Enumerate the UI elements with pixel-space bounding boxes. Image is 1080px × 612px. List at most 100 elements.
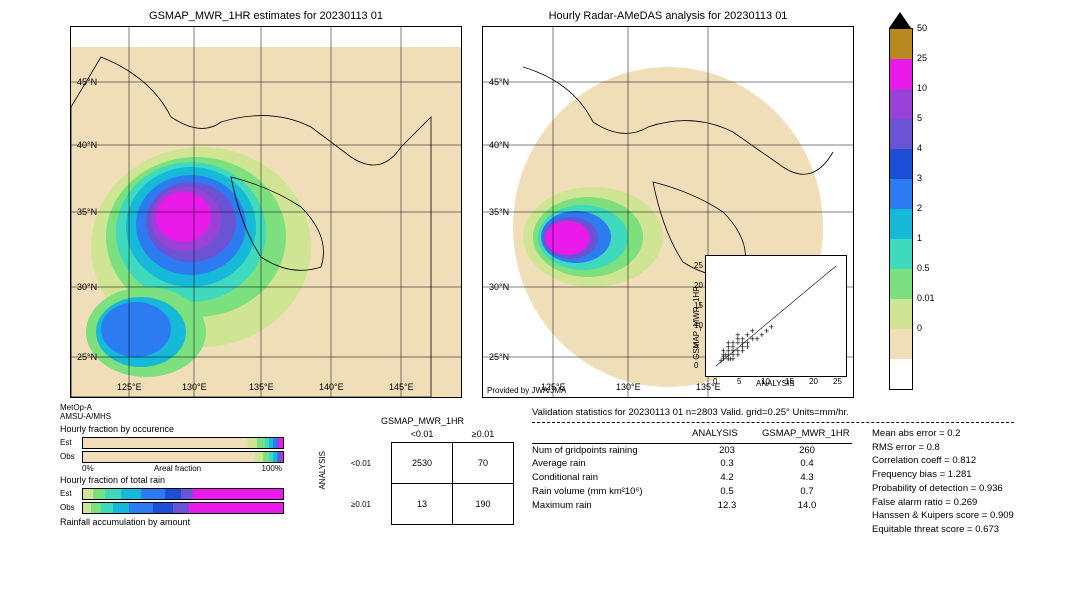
provided-by: Provided by JWA/JMA bbox=[487, 386, 566, 395]
score-list: Mean abs error = 0.2RMS error = 0.8Corre… bbox=[872, 427, 1014, 537]
conf-rh-0: <0.01 bbox=[331, 443, 392, 484]
inset-xtick: 0 bbox=[713, 377, 717, 386]
scatter-inset: ++++++++++++++++++++++++++++++++++++ ANA… bbox=[705, 255, 847, 377]
x-tick: 130°E bbox=[182, 382, 207, 392]
axis-0: 0% bbox=[82, 464, 94, 473]
validation-row: Rain volume (mm km²10⁶)0.50.7 bbox=[532, 485, 852, 499]
conf-cell-01: 70 bbox=[453, 443, 514, 484]
conf-col-title: GSMAP_MWR_1HR bbox=[331, 416, 514, 426]
inset-ytick: 5 bbox=[694, 341, 698, 350]
hbar-row: Obs bbox=[60, 501, 300, 515]
validation-cell: 0.4 bbox=[762, 457, 852, 471]
validation-cell: Conditional rain bbox=[532, 471, 692, 485]
fraction-bars-panel: MetOp-A AMSU-A/MHS Hourly fraction by oc… bbox=[60, 404, 300, 529]
inset-xtick: 15 bbox=[785, 377, 794, 386]
axis-100: 100% bbox=[262, 464, 282, 473]
hbar-seg bbox=[193, 489, 283, 499]
conf-cell-10: 13 bbox=[392, 484, 453, 525]
colorbar-segment bbox=[890, 149, 912, 179]
scatter-point: + bbox=[735, 330, 740, 340]
colorbar-segment bbox=[890, 59, 912, 89]
occ-title: Hourly fraction by occurence bbox=[60, 424, 300, 434]
colorbar-segment bbox=[890, 119, 912, 149]
validation-cell: 4.2 bbox=[692, 471, 762, 485]
validation-cell: 0.7 bbox=[762, 485, 852, 499]
hbar-seg bbox=[257, 438, 265, 448]
inset-xtick: 20 bbox=[809, 377, 818, 386]
hbar bbox=[82, 451, 284, 463]
top-row: GSMAP_MWR_1HR estimates for 20230113 01 bbox=[10, 10, 1070, 398]
validation-cell: 14.0 bbox=[762, 499, 852, 513]
hbar-seg bbox=[279, 438, 283, 448]
validation-cell: 4.3 bbox=[762, 471, 852, 485]
right-map-panel: Hourly Radar-AMeDAS analysis for 2023011… bbox=[482, 10, 854, 398]
y-tick: 40°N bbox=[77, 140, 97, 150]
hbar-seg bbox=[181, 489, 193, 499]
scatter-point: + bbox=[726, 338, 731, 348]
score-row: False alarm ratio = 0.269 bbox=[872, 496, 1014, 510]
scatter-plot: ++++++++++++++++++++++++++++++++++++ bbox=[706, 256, 846, 376]
y-tick: 45°N bbox=[489, 77, 509, 87]
hbar-seg bbox=[93, 489, 105, 499]
score-row: Hanssen & Kuipers score = 0.909 bbox=[872, 509, 1014, 523]
confusion-panel: ANALYSIS GSMAP_MWR_1HR <0.01 ≥0.01 <0.01… bbox=[318, 416, 514, 525]
inset-xtick: 25 bbox=[833, 377, 842, 386]
hbar-seg bbox=[101, 503, 113, 513]
x-tick: 130°E bbox=[616, 382, 641, 392]
precip-blob bbox=[156, 192, 211, 242]
colorbar-segment bbox=[890, 179, 912, 209]
hbar-row: Est bbox=[60, 487, 300, 501]
vh-blank bbox=[532, 427, 692, 444]
score-row: Probability of detection = 0.936 bbox=[872, 482, 1014, 496]
axis-mid: Areal fraction bbox=[154, 464, 201, 473]
validation-cell: 0.5 bbox=[692, 485, 762, 499]
colorbar-segment bbox=[890, 89, 912, 119]
score-row: Mean abs error = 0.2 bbox=[872, 427, 1014, 441]
y-tick: 35°N bbox=[77, 207, 97, 217]
colorbar-label: 3 bbox=[917, 173, 922, 183]
colorbar-bar bbox=[889, 28, 913, 390]
hbar-row: Obs bbox=[60, 450, 300, 464]
colorbar-label: 0.5 bbox=[917, 263, 930, 273]
scatter-point: + bbox=[718, 356, 723, 366]
accum-title: Rainfall accumulation by amount bbox=[60, 517, 300, 527]
precip-blob bbox=[545, 221, 590, 255]
hbar-seg bbox=[141, 489, 165, 499]
inset-xtick: 5 bbox=[737, 377, 741, 386]
scatter-point: + bbox=[769, 322, 774, 332]
validation-title: Validation statistics for 20230113 01 n=… bbox=[532, 406, 1014, 423]
hbar-seg bbox=[83, 438, 247, 448]
validation-cell: Rain volume (mm km²10⁶) bbox=[532, 485, 692, 499]
rain-title: Hourly fraction of total rain bbox=[60, 475, 300, 485]
colorbar-overflow-icon bbox=[889, 12, 911, 28]
validation-cell: 0.3 bbox=[692, 457, 762, 471]
score-row: RMS error = 0.8 bbox=[872, 441, 1014, 455]
hbar-seg bbox=[121, 489, 141, 499]
vh-analysis: ANALYSIS bbox=[692, 427, 762, 444]
bottom-row: MetOp-A AMSU-A/MHS Hourly fraction by oc… bbox=[10, 404, 1070, 537]
y-tick: 45°N bbox=[77, 77, 97, 87]
y-tick: 35°N bbox=[489, 207, 509, 217]
hbar-seg bbox=[83, 452, 255, 462]
x-tick: 135°E bbox=[249, 382, 274, 392]
hbar-seg bbox=[173, 503, 189, 513]
validation-row: Conditional rain4.24.3 bbox=[532, 471, 852, 485]
x-tick: 125°E bbox=[117, 382, 142, 392]
colorbar-label: 0 bbox=[917, 323, 922, 333]
colorbar-label: 4 bbox=[917, 143, 922, 153]
conf-cell-00: 2530 bbox=[392, 443, 453, 484]
vh-gsmap: GSMAP_MWR_1HR bbox=[762, 427, 852, 444]
validation-cell: Num of gridpoints raining bbox=[532, 444, 692, 458]
hbar-seg bbox=[91, 503, 101, 513]
colorbar-segment bbox=[890, 359, 912, 389]
score-row: Correlation coeff = 0.812 bbox=[872, 454, 1014, 468]
validation-cell: Average rain bbox=[532, 457, 692, 471]
hbar bbox=[82, 437, 284, 449]
inset-xtick: 10 bbox=[761, 377, 770, 386]
left-map-title: GSMAP_MWR_1HR estimates for 20230113 01 bbox=[70, 10, 462, 22]
hbar-label: Obs bbox=[60, 452, 78, 461]
y-tick: 25°N bbox=[77, 352, 97, 362]
x-tick: 145°E bbox=[389, 382, 414, 392]
scatter-point: + bbox=[750, 326, 755, 336]
validation-cell: 260 bbox=[762, 444, 852, 458]
